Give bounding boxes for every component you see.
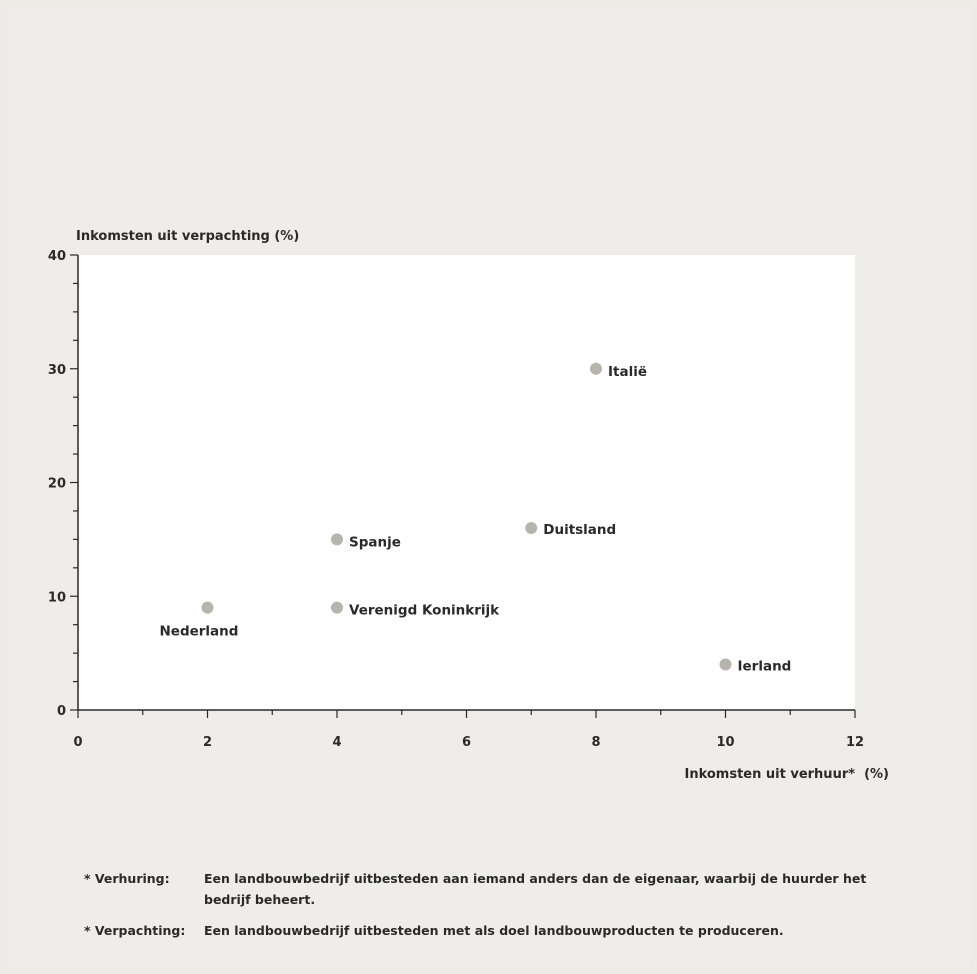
footnote-text: Een landbouwbedrijf uitbesteden aan iema… [204,871,867,907]
footnote-term: * Verpachting: [84,923,186,938]
data-label: Duitsland [543,522,616,538]
data-point [201,601,214,614]
data-point [719,658,732,671]
data-points: Nederland Spanje Verenigd Koninkrijk Duitsl… [160,362,792,675]
x-tick-label: 4 [332,735,341,750]
footnote-term: * Verhuring: [84,871,170,886]
y-axis-label: Inkomsten uit verpachting (%) [76,229,299,244]
data-label: Nederland [160,624,239,640]
y-tick-label: 10 [48,590,66,605]
y-tick-label: 0 [57,704,66,719]
footnote-verpachting: * Verpachting: Een landbouwbedrijf uitbe… [84,920,904,941]
x-tick-label: 8 [591,735,600,750]
y-tick-label: 30 [48,363,66,378]
x-tick-label: 0 [73,735,82,750]
footnote-text: Een landbouwbedrijf uitbesteden met als … [204,923,784,938]
x-tick-label: 2 [203,735,212,750]
x-tick-label: 10 [716,735,734,750]
data-point [331,533,343,546]
footnotes: * Verhuring: Een landbouwbedrijf uitbest… [84,868,904,951]
data-point [525,522,538,534]
data-point [590,362,602,375]
data-point [331,601,343,614]
x-tick-label: 12 [846,735,864,750]
data-label: Verenigd Koninkrijk [349,603,500,619]
data-label: Ierland [738,659,792,675]
footnote-verhuring: * Verhuring: Een landbouwbedrijf uitbest… [84,868,904,910]
data-label: Italië [608,364,647,380]
ticks: 0 10 20 30 40 0 2 4 6 8 10 12 [48,249,864,750]
plot-area [78,255,855,710]
data-label: Spanje [349,534,401,550]
x-axis-label: Inkomsten uit verhuur* (%) [684,767,889,782]
y-tick-label: 20 [48,477,66,492]
x-tick-label: 6 [462,735,471,750]
y-tick-label: 40 [48,249,66,264]
